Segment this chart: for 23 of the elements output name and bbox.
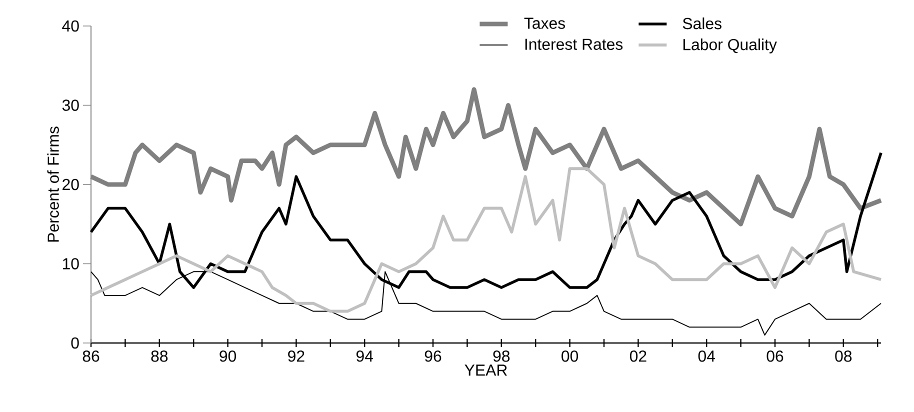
x-tick-label: 92: [288, 350, 304, 362]
y-tick-label: 10: [62, 258, 79, 270]
x-tick-label: 98: [493, 350, 510, 362]
x-axis-title: YEAR: [464, 364, 507, 376]
x-tick-label: 94: [356, 350, 373, 362]
y-tick-label: 20: [62, 178, 79, 190]
y-tick-label: 40: [62, 20, 79, 32]
y-axis-title: Percent of Firms: [47, 126, 59, 242]
x-tick-label: 86: [82, 350, 100, 362]
legend-label: Taxes: [524, 18, 566, 29]
x-tick-label: 88: [151, 350, 168, 362]
x-tick-label: 06: [766, 350, 784, 362]
x-tick-label: 02: [630, 350, 646, 362]
y-tick-label: 30: [62, 100, 79, 111]
x-tick-label: 90: [220, 350, 236, 362]
y-tick-label: 0: [71, 337, 79, 349]
x-tick-label: 08: [835, 350, 852, 362]
legend-label: Labor Quality: [683, 38, 777, 54]
x-tick-label: 04: [698, 350, 715, 362]
x-tick-label: 96: [424, 350, 442, 362]
legend-label: Interest Rates: [525, 38, 623, 50]
x-tick-label: 00: [562, 350, 578, 362]
legend-label: Sales: [682, 18, 722, 30]
